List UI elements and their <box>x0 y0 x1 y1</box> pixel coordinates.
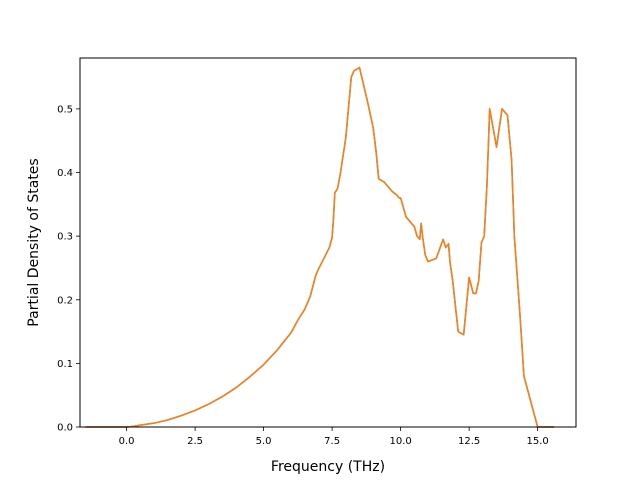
x-axis-ticks: 0.0 2.5 5.0 7.5 10.0 12.5 15.0 <box>119 427 549 447</box>
x-tick-label: 10.0 <box>389 436 411 447</box>
x-axis-label: Frequency (THz) <box>271 459 385 475</box>
y-axis-ticks: 0.0 0.1 0.2 0.3 0.4 0.5 <box>57 104 80 434</box>
y-tick-label: 0.4 <box>57 168 73 179</box>
y-axis-label: Partial Density of States <box>26 158 42 326</box>
x-tick-label: 2.5 <box>187 436 203 447</box>
y-tick-label: 0.1 <box>57 359 73 370</box>
x-tick-label: 7.5 <box>324 436 340 447</box>
x-tick-label: 12.5 <box>458 436 480 447</box>
x-tick-label: 15.0 <box>527 436 549 447</box>
y-tick-label: 0.2 <box>57 295 73 306</box>
y-tick-label: 0.5 <box>57 104 73 115</box>
series-layer <box>85 66 555 428</box>
series-line-2 <box>85 66 555 428</box>
x-tick-label: 5.0 <box>256 436 272 447</box>
plot-frame <box>79 57 577 428</box>
x-tick-label: 0.0 <box>119 436 135 447</box>
y-tick-label: 0.3 <box>57 232 73 243</box>
y-tick-label: 0.0 <box>57 423 73 434</box>
